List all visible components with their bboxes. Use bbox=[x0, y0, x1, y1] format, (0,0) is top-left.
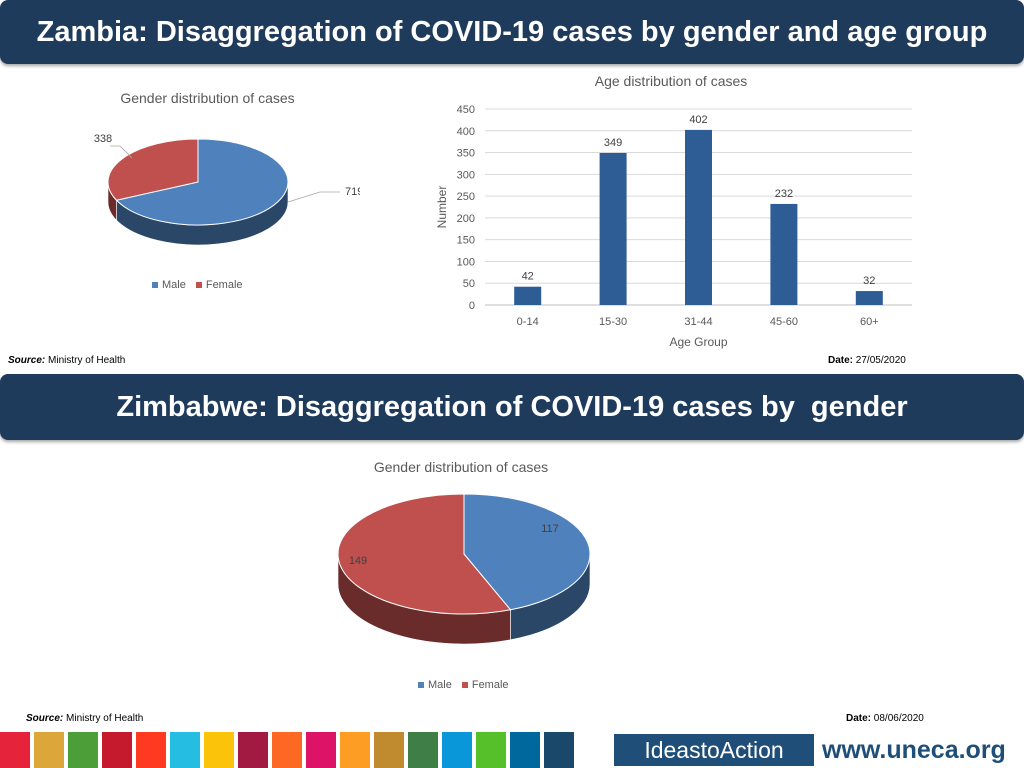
zimbabwe-date-value: 08/06/2020 bbox=[873, 713, 924, 724]
legend-swatch-male bbox=[152, 282, 158, 289]
legend-item-female: Female bbox=[461, 679, 509, 691]
bar-data-label: 32 bbox=[863, 275, 875, 287]
sdg-stripe bbox=[374, 732, 404, 768]
zambia-bar-title: Age distribution of cases bbox=[594, 73, 748, 89]
uneca-website-text: www.uneca.org bbox=[822, 735, 1006, 764]
sdg-stripe bbox=[340, 732, 370, 768]
pie-data-label-male: 719 bbox=[345, 186, 360, 198]
zambia-banner: Zambia: Disaggregation of COVID-19 cases… bbox=[0, 0, 1024, 64]
pie-slice-male bbox=[463, 493, 591, 611]
pie-slice-female bbox=[107, 138, 199, 201]
zimbabwe-date: Date: 08/06/2020 bbox=[846, 713, 924, 724]
legend-label-female: Female bbox=[205, 279, 243, 291]
zimbabwe-pie-title: Gender distribution of cases bbox=[373, 459, 549, 475]
zambia-age-bar-chart: 0 50 100 150 200 250 300 350 400 450 42 0-14 349 15-3… bbox=[435, 104, 912, 349]
pie-data-label-male: 117 bbox=[541, 523, 559, 535]
y-tick-label: 100 bbox=[457, 256, 475, 268]
bar-data-label: 402 bbox=[689, 114, 707, 126]
x-tick-label: 45-60 bbox=[770, 316, 798, 328]
zimbabwe-pie-legend: Male Female bbox=[418, 679, 509, 691]
y-tick-label: 50 bbox=[463, 278, 475, 290]
bar-31-44 bbox=[685, 129, 712, 305]
pie-leader-line-male bbox=[287, 191, 340, 203]
sdg-stripe bbox=[0, 732, 30, 768]
sdg-stripe bbox=[442, 732, 472, 768]
bar-data-label: 349 bbox=[604, 137, 622, 149]
zimbabwe-date-label: Date: bbox=[846, 713, 872, 724]
sdg-stripe bbox=[476, 732, 506, 768]
sdg-stripe bbox=[204, 732, 234, 768]
sdg-stripe bbox=[272, 732, 302, 768]
ideas-to-action-logo: IdeastoAction bbox=[614, 734, 814, 766]
zambia-source-value: Ministry of Health bbox=[48, 355, 126, 366]
y-axis-label: Number bbox=[435, 186, 449, 229]
bar-0-14 bbox=[514, 286, 542, 305]
y-tick-label: 150 bbox=[457, 235, 475, 247]
zimbabwe-gender-pie: 117 149 bbox=[337, 493, 591, 645]
pie-data-label-female: 338 bbox=[94, 133, 112, 145]
zimbabwe-source: Source: Ministry of Health bbox=[26, 713, 144, 724]
zimbabwe-source-label: Source bbox=[26, 713, 60, 724]
pie-slice-female bbox=[337, 493, 512, 615]
sdg-stripe bbox=[306, 732, 336, 768]
ideas-to-action-text: IdeastoAction bbox=[644, 736, 784, 763]
legend-swatch-male bbox=[418, 682, 424, 689]
x-tick-label: 15-30 bbox=[599, 316, 627, 328]
bar-data-label: 42 bbox=[522, 271, 534, 283]
zambia-date: Date: 27/05/2020 bbox=[828, 355, 906, 366]
x-tick-label: 0-14 bbox=[517, 316, 539, 328]
y-tick-label: 0 bbox=[469, 300, 475, 312]
legend-swatch-female bbox=[195, 282, 202, 289]
zambia-banner-title: Zambia: Disaggregation of COVID-19 cases… bbox=[36, 15, 988, 48]
x-tick-label: 60+ bbox=[860, 316, 879, 328]
bar-60+ bbox=[855, 291, 883, 305]
legend-swatch-female bbox=[461, 682, 468, 689]
zimbabwe-banner-title: Zimbabwe: Disaggregation of COVID-19 cas… bbox=[116, 390, 908, 423]
pie-leader-line-female bbox=[110, 145, 133, 159]
legend-label-female: Female bbox=[471, 679, 509, 691]
y-tick-label: 350 bbox=[457, 148, 475, 160]
footer: IdeastoAction www.uneca.org bbox=[0, 732, 1024, 768]
y-tick-label: 200 bbox=[457, 213, 475, 225]
sdg-color-stripes bbox=[0, 732, 574, 768]
y-tick-label: 400 bbox=[457, 126, 475, 138]
legend-label-male: Male bbox=[428, 679, 452, 691]
sdg-stripe bbox=[170, 732, 200, 768]
uneca-website-link[interactable]: www.uneca.org bbox=[822, 734, 1006, 766]
zambia-source-label: Source bbox=[8, 355, 42, 366]
sdg-stripe bbox=[34, 732, 64, 768]
x-axis-label: Age Group bbox=[669, 335, 727, 349]
legend-item-male: Male bbox=[152, 279, 186, 291]
zambia-source: Source: Ministry of Health bbox=[8, 355, 126, 366]
y-tick-label: 450 bbox=[457, 104, 475, 116]
zambia-pie-title: Gender distribution of cases bbox=[120, 90, 295, 106]
zambia-date-value: 27/05/2020 bbox=[855, 355, 906, 366]
sdg-stripe bbox=[238, 732, 268, 768]
legend-item-female: Female bbox=[195, 279, 243, 291]
sdg-stripe bbox=[68, 732, 98, 768]
sdg-stripe bbox=[136, 732, 166, 768]
zambia-gender-pie: 719 338 bbox=[94, 133, 360, 246]
bar-45-60 bbox=[770, 203, 798, 305]
pie-data-label-female: 149 bbox=[349, 555, 367, 567]
pie-slice-male bbox=[115, 138, 289, 226]
bar-data-label: 232 bbox=[775, 188, 793, 200]
y-tick-label: 300 bbox=[457, 169, 475, 181]
sdg-stripe bbox=[544, 732, 574, 768]
zimbabwe-banner: Zimbabwe: Disaggregation of COVID-19 cas… bbox=[0, 374, 1024, 440]
y-tick-label: 250 bbox=[457, 191, 475, 203]
sdg-stripe bbox=[102, 732, 132, 768]
x-tick-label: 31-44 bbox=[684, 316, 712, 328]
legend-label-male: Male bbox=[162, 279, 186, 291]
zambia-date-label: Date: bbox=[828, 355, 854, 366]
bar-15-30 bbox=[599, 152, 627, 305]
zambia-pie-legend: Male Female bbox=[152, 279, 243, 291]
zimbabwe-source-value: Ministry of Health bbox=[66, 713, 144, 724]
sdg-stripe bbox=[510, 732, 540, 768]
sdg-stripe bbox=[408, 732, 438, 768]
legend-item-male: Male bbox=[418, 679, 452, 691]
